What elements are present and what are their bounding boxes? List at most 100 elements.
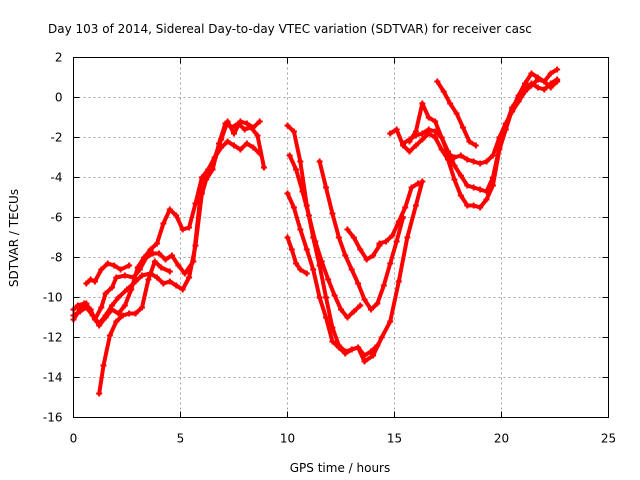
x-tick-label: 15 xyxy=(387,432,402,446)
x-tick-label: 5 xyxy=(177,432,185,446)
data-point xyxy=(459,124,466,131)
data-point xyxy=(83,300,90,307)
data-point xyxy=(113,274,120,281)
data-point xyxy=(149,250,156,257)
data-point xyxy=(406,148,413,155)
y-tick-label: 0 xyxy=(55,91,63,105)
data-point xyxy=(128,286,135,293)
data-point xyxy=(175,262,182,269)
series-line xyxy=(317,159,406,312)
data-point xyxy=(162,256,169,263)
data-point xyxy=(243,140,250,147)
data-point xyxy=(284,234,291,241)
data-point xyxy=(466,138,473,145)
data-point xyxy=(438,134,445,141)
data-series-10 xyxy=(316,158,407,313)
axis-ticks xyxy=(73,57,609,418)
data-point xyxy=(325,276,332,283)
data-point xyxy=(389,232,396,239)
data-point xyxy=(483,158,490,165)
data-point xyxy=(344,226,351,233)
data-point xyxy=(132,310,139,317)
y-tick-label: -8 xyxy=(51,251,63,265)
data-point xyxy=(335,344,342,351)
data-point xyxy=(489,152,496,159)
data-point xyxy=(528,70,535,77)
data-point xyxy=(192,200,199,207)
data-point xyxy=(367,306,374,313)
data-point xyxy=(502,120,509,127)
data-point xyxy=(445,150,451,157)
data-point xyxy=(156,250,163,257)
data-point xyxy=(290,204,297,211)
data-point xyxy=(355,280,362,287)
data-point xyxy=(457,172,464,179)
data-point xyxy=(145,276,152,283)
data-point xyxy=(126,262,133,269)
data-point xyxy=(419,136,426,143)
data-point xyxy=(141,254,148,261)
data-point xyxy=(237,146,244,153)
data-point xyxy=(106,332,113,339)
data-point xyxy=(98,304,105,311)
data-point xyxy=(96,322,103,329)
data-point xyxy=(425,114,432,121)
data-point xyxy=(357,302,364,309)
data-point xyxy=(395,218,402,225)
data-point xyxy=(284,122,291,129)
data-point xyxy=(477,204,484,211)
data-point xyxy=(496,134,503,141)
data-point xyxy=(406,138,413,145)
data-point xyxy=(419,178,426,185)
data-point xyxy=(231,130,237,137)
data-point xyxy=(224,138,231,145)
data-point xyxy=(432,134,439,141)
data-point xyxy=(483,196,490,203)
data-point xyxy=(109,284,116,291)
data-point xyxy=(179,226,186,233)
data-point xyxy=(393,238,400,245)
data-series-7 xyxy=(284,178,426,365)
data-point xyxy=(316,294,323,301)
x-tick-label: 10 xyxy=(280,432,295,446)
data-point xyxy=(186,274,193,281)
data-point xyxy=(138,304,145,311)
y-tick-label: -6 xyxy=(51,211,63,225)
data-series-3 xyxy=(70,118,263,329)
data-point xyxy=(290,128,297,135)
data-series-15 xyxy=(406,76,561,167)
x-tick-label: 0 xyxy=(70,432,78,446)
data-point xyxy=(250,124,257,131)
x-axis-label: GPS time / hours xyxy=(290,461,391,475)
data-point xyxy=(515,98,522,105)
data-point xyxy=(404,234,411,241)
data-point xyxy=(472,142,479,149)
data-point xyxy=(554,66,561,73)
data-point xyxy=(464,182,471,189)
data-point xyxy=(370,252,377,259)
data-point xyxy=(231,142,237,149)
data-point xyxy=(318,258,325,265)
data-point xyxy=(147,246,154,253)
data-point xyxy=(198,174,205,181)
data-point xyxy=(303,246,310,253)
data-point xyxy=(412,142,419,149)
data-point xyxy=(453,110,460,117)
data-point xyxy=(91,278,98,285)
y-tick-label: -2 xyxy=(51,131,63,145)
data-point xyxy=(153,240,160,247)
data-point xyxy=(87,276,94,283)
y-axis-tick-labels: -16 -14 -12 -10 -8 -6 -4 -2 0 2 xyxy=(43,51,63,425)
data-point xyxy=(374,300,381,307)
data-point xyxy=(256,150,263,157)
series-line xyxy=(345,227,382,262)
data-point xyxy=(224,118,231,125)
data-point xyxy=(378,334,385,341)
data-point xyxy=(160,280,167,287)
series-line xyxy=(71,119,262,328)
data-point xyxy=(408,184,415,191)
data-point xyxy=(121,302,128,309)
y-tick-label: -10 xyxy=(43,291,63,305)
data-point xyxy=(489,174,496,181)
data-point xyxy=(96,390,103,397)
